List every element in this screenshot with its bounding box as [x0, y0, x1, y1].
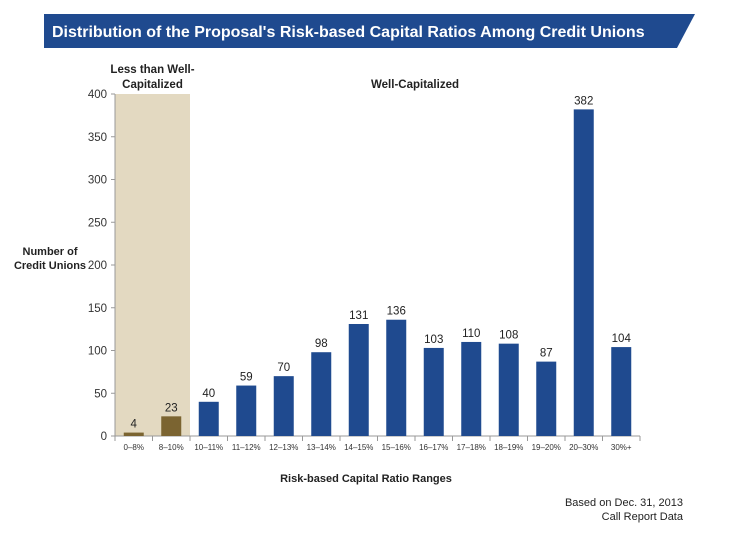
x-tick-label: 15–16%	[382, 443, 411, 452]
bar	[348, 323, 369, 436]
data-label: 4	[131, 419, 138, 431]
y-tick-label: 0	[101, 431, 107, 443]
bar	[573, 109, 594, 436]
y-tick-label: 400	[88, 89, 107, 101]
bar	[273, 376, 294, 436]
title-banner	[44, 14, 695, 48]
data-label: 23	[165, 402, 178, 414]
bar	[536, 361, 557, 436]
region-shade	[115, 94, 190, 436]
data-label: 136	[387, 306, 406, 318]
data-label: 70	[277, 362, 290, 374]
x-tick-label: 19–20%	[532, 443, 561, 452]
x-tick-label: 20–30%	[569, 443, 598, 452]
region-label: Well-Capitalized	[371, 79, 459, 91]
bar	[161, 416, 182, 436]
data-label: 87	[540, 348, 553, 360]
y-axis-label: Number of	[23, 246, 78, 258]
bar	[611, 347, 632, 436]
data-label: 103	[424, 334, 443, 346]
data-label: 40	[202, 388, 215, 400]
x-tick-label: 16–17%	[419, 443, 448, 452]
bar	[236, 385, 257, 436]
chart-title: Distribution of the Proposal's Risk-base…	[52, 24, 645, 41]
footnote: Call Report Data	[602, 511, 684, 523]
y-tick-label: 100	[88, 346, 107, 358]
x-tick-label: 10–11%	[194, 443, 223, 452]
bar	[461, 341, 482, 436]
data-label: 59	[240, 372, 253, 384]
bar	[123, 432, 144, 436]
x-tick-label: 14–15%	[344, 443, 373, 452]
bar	[386, 319, 407, 436]
data-label: 382	[574, 95, 593, 107]
bar	[498, 343, 519, 436]
x-tick-label: 18–19%	[494, 443, 523, 452]
data-label: 110	[462, 328, 480, 340]
footnote: Based on Dec. 31, 2013	[565, 497, 683, 509]
y-tick-label: 50	[94, 388, 107, 400]
y-tick-label: 250	[88, 217, 107, 229]
y-axis-label: Credit Unions	[14, 260, 86, 272]
y-tick-label: 300	[88, 175, 107, 187]
bar	[198, 401, 219, 436]
bar	[423, 347, 444, 436]
bar	[311, 352, 332, 436]
x-tick-label: 11–12%	[232, 443, 261, 452]
x-tick-label: 0–8%	[124, 443, 144, 452]
data-label: 98	[315, 338, 328, 350]
x-tick-label: 12–13%	[269, 443, 298, 452]
x-axis-label: Risk-based Capital Ratio Ranges	[280, 473, 452, 485]
x-tick-label: 30%+	[611, 443, 632, 452]
y-tick-label: 150	[88, 303, 107, 315]
x-tick-label: 13–14%	[307, 443, 336, 452]
x-tick-label: 8–10%	[159, 443, 184, 452]
region-label: Less than Well-	[110, 64, 194, 76]
data-label: 131	[349, 310, 368, 322]
data-label: 108	[499, 330, 518, 342]
x-tick-label: 17–18%	[457, 443, 486, 452]
y-tick-label: 200	[88, 260, 107, 272]
y-tick-label: 350	[88, 132, 107, 144]
region-label: Capitalized	[122, 79, 183, 91]
data-label: 104	[612, 333, 632, 345]
